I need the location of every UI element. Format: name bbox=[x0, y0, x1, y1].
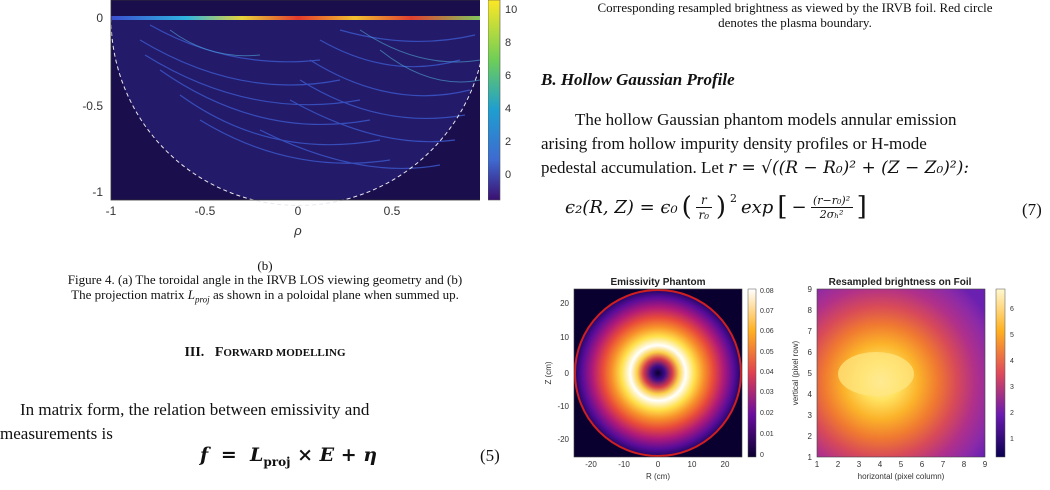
colorbar-tick: 3 bbox=[1010, 384, 1014, 391]
y-axis-label: vertical (pixel row) bbox=[791, 340, 800, 405]
y-tick: 9 bbox=[808, 285, 813, 294]
x-tick: 4 bbox=[878, 460, 883, 469]
x-tick: -0.5 bbox=[195, 204, 216, 218]
bright-core bbox=[838, 352, 914, 396]
colorbar-tick: 0.07 bbox=[760, 308, 774, 315]
x-tick: 3 bbox=[857, 460, 862, 469]
plot-title: Resampled brightness on Foil bbox=[829, 277, 972, 288]
los-arcs-bright bbox=[169, 29, 480, 83]
x-tick: 0 bbox=[295, 204, 302, 218]
colorbar-tick: 0.08 bbox=[760, 288, 774, 295]
x-tick: 20 bbox=[721, 460, 730, 469]
y-tick: -0.5 bbox=[82, 99, 103, 113]
y-tick: -20 bbox=[557, 435, 569, 444]
paragraph-line: In matrix form, the relation between emi… bbox=[20, 400, 370, 419]
resampled-brightness-plot: Resampled brightness on Foil 9 8 7 6 5 4… bbox=[791, 277, 1014, 481]
plot-title: Emissivity Phantom bbox=[610, 277, 705, 288]
y-tick: 0 bbox=[565, 369, 570, 378]
colorbar-tick: 0.01 bbox=[760, 431, 774, 438]
colorbar-tick: 4 bbox=[1010, 358, 1014, 365]
subfigure-label: (b) bbox=[257, 258, 273, 273]
y-tick: 6 bbox=[808, 348, 813, 357]
colorbar-tick: 4 bbox=[505, 103, 511, 115]
y-axis-label: Z (cm) bbox=[544, 361, 553, 384]
emission-region bbox=[111, 18, 480, 200]
x-tick: 6 bbox=[920, 460, 925, 469]
figure-caption: Figure 4. (a) The toroidal angle in the … bbox=[0, 272, 530, 308]
colorbar-tick: 2 bbox=[505, 136, 511, 148]
colorbar-tick: 0.05 bbox=[760, 349, 774, 356]
colorbar-tick: 0.06 bbox=[760, 328, 774, 335]
colorbar bbox=[747, 288, 757, 458]
x-axis-label: ρ bbox=[293, 223, 302, 238]
plasma-boundary-circle bbox=[574, 289, 742, 457]
x-tick: -20 bbox=[585, 460, 597, 469]
figure-caption-line1: Figure 4. (a) The toroidal angle in the … bbox=[67, 272, 463, 287]
plasma-boundary bbox=[110, 17, 480, 206]
hollow-gaussian-emission bbox=[574, 289, 742, 457]
y-tick: 0 bbox=[96, 11, 103, 25]
paragraph-line: measurements is bbox=[0, 424, 113, 443]
y-tick: 8 bbox=[808, 306, 813, 315]
x-tick: 9 bbox=[983, 460, 988, 469]
x-tick: 2 bbox=[836, 460, 841, 469]
x-tick: -1 bbox=[106, 204, 117, 218]
projection-colorbar: 10 8 6 4 2 0 bbox=[488, 0, 517, 201]
radius-definition: r = √((R − R₀)² + (Z − Z₀)²): bbox=[727, 158, 970, 178]
x-tick: 8 bbox=[962, 460, 967, 469]
equation-5: f = Lproj × E + η bbox=[200, 444, 378, 469]
y-tick: 3 bbox=[808, 411, 813, 420]
colorbar-tick: 2 bbox=[1010, 410, 1014, 417]
y-tick: 5 bbox=[808, 369, 813, 378]
colorbar bbox=[995, 288, 1006, 458]
x-axis-label: R (cm) bbox=[646, 472, 670, 481]
y-tick: 4 bbox=[808, 390, 813, 399]
colorbar-tick: 10 bbox=[505, 4, 517, 16]
caption-symbol: L bbox=[187, 287, 196, 302]
x-tick: -10 bbox=[618, 460, 630, 469]
y-tick: 2 bbox=[808, 432, 813, 441]
x-axis-label: horizontal (pixel column) bbox=[858, 472, 945, 481]
colorbar-tick: 6 bbox=[505, 70, 511, 82]
equation-7: ϵ₂(R, Z) = ϵ₀ ( r r₀ ) 2 exp [ − (r−r₀)²… bbox=[565, 192, 867, 222]
equation-5-number: (5) bbox=[480, 446, 500, 465]
figure-caption-right: Corresponding resampled brightness as vi… bbox=[597, 0, 993, 30]
colorbar-tick: 1 bbox=[1010, 436, 1014, 443]
y-tick: 1 bbox=[808, 453, 813, 462]
x-tick: 0 bbox=[656, 460, 661, 469]
x-tick: 1 bbox=[815, 460, 820, 469]
colorbar-tick: 5 bbox=[1010, 332, 1014, 339]
equation-7-number: (7) bbox=[1022, 200, 1042, 219]
midplane-los bbox=[111, 16, 480, 20]
colorbar-tick: 8 bbox=[505, 37, 511, 49]
y-tick: 10 bbox=[560, 333, 569, 342]
colorbar-tick: 0 bbox=[760, 452, 764, 459]
colorbar-tick: 6 bbox=[1010, 306, 1014, 313]
colorbar-tick: 0.04 bbox=[760, 369, 774, 376]
x-tick: 5 bbox=[899, 460, 904, 469]
figure-caption-line2: The projection matrix Lproj as shown in … bbox=[71, 287, 459, 305]
hollow-gaussian-paragraph: The hollow Gaussian phantom models annul… bbox=[541, 110, 970, 178]
y-tick: -1 bbox=[92, 185, 103, 199]
x-tick: 0.5 bbox=[384, 204, 401, 218]
colorbar-tick: 0.03 bbox=[760, 389, 774, 396]
subsection-heading: B. Hollow Gaussian Profile bbox=[541, 70, 735, 89]
forward-model-paragraph: In matrix form, the relation between emi… bbox=[0, 398, 512, 446]
y-tick: 20 bbox=[560, 299, 569, 308]
y-tick: 7 bbox=[808, 327, 813, 336]
x-tick: 7 bbox=[941, 460, 946, 469]
section-heading: III. FORWARD MODELLING bbox=[184, 345, 346, 360]
emissivity-phantom-plot: Emissivity Phantom 20 10 0 -10 -20 Z (cm… bbox=[544, 277, 774, 481]
projection-matrix-plot: 0 -0.5 -1 -1 -0.5 0 0.5 1 ρ bbox=[82, 0, 480, 238]
x-tick: 10 bbox=[688, 460, 697, 469]
los-arcs bbox=[139, 24, 476, 170]
y-tick: -10 bbox=[557, 402, 569, 411]
colorbar-tick: 0.02 bbox=[760, 410, 774, 417]
colorbar-tick: 0 bbox=[505, 169, 511, 181]
